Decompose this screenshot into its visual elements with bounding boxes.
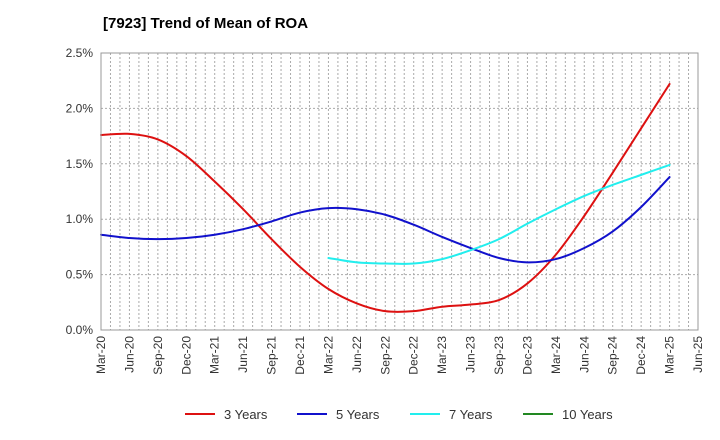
series-line-7-years [327, 163, 671, 265]
x-tick-label: Dec-24 [634, 336, 648, 375]
y-tick-label: 2.5% [66, 46, 94, 60]
x-tick-label: Mar-21 [208, 336, 222, 374]
x-tick-label: Sep-23 [492, 336, 506, 375]
legend-label-3-years: 3 Years [224, 407, 268, 422]
x-axis-ticks: Mar-20 Jun-20 Sep-20 Dec-20 Mar-21 Jun-21 Sep-… [94, 336, 705, 375]
x-tick-label: Sep-24 [606, 336, 620, 375]
x-tick-label: Mar-25 [663, 336, 677, 374]
x-tick-label: Jun-20 [122, 336, 136, 373]
x-tick-label: Mar-24 [549, 336, 563, 374]
x-tick-label: Mar-20 [94, 336, 108, 374]
legend: 3 Years 5 Years 7 Years 10 Years [185, 407, 613, 422]
x-tick-label: Dec-20 [179, 336, 193, 375]
plot-area [101, 53, 698, 330]
x-tick-label: Mar-23 [435, 336, 449, 374]
x-tick-label: Jun-25 [691, 336, 705, 373]
x-tick-label: Sep-21 [265, 336, 279, 375]
legend-label-10-years: 10 Years [562, 407, 613, 422]
x-tick-label: Mar-22 [321, 336, 335, 374]
series-lines [100, 83, 671, 313]
x-tick-label: Jun-22 [350, 336, 364, 373]
x-tick-label: Jun-24 [577, 336, 591, 373]
y-axis-ticks: 0.0% 0.5% 1.0% 1.5% 2.0% 2.5% [66, 46, 94, 337]
plot-border [100, 52, 699, 331]
y-tick-label: 2.0% [66, 101, 94, 115]
x-tick-label: Sep-22 [378, 336, 392, 375]
x-tick-label: Dec-23 [520, 336, 534, 375]
legend-label-5-years: 5 Years [336, 407, 380, 422]
x-tick-label: Jun-23 [464, 336, 478, 373]
chart-title: [7923] Trend of Mean of ROA [103, 15, 309, 32]
y-tick-label: 0.5% [66, 268, 94, 282]
y-tick-label: 1.0% [66, 212, 94, 226]
x-tick-label: Dec-22 [407, 336, 421, 375]
series-line-3-years [100, 83, 671, 313]
y-tick-label: 0.0% [66, 323, 94, 337]
x-tick-label: Sep-20 [151, 336, 165, 375]
x-tick-label: Jun-21 [236, 336, 250, 373]
x-tick-label: Dec-21 [293, 336, 307, 375]
series-line-5-years [100, 176, 671, 264]
legend-label-7-years: 7 Years [449, 407, 493, 422]
y-tick-label: 1.5% [66, 157, 94, 171]
